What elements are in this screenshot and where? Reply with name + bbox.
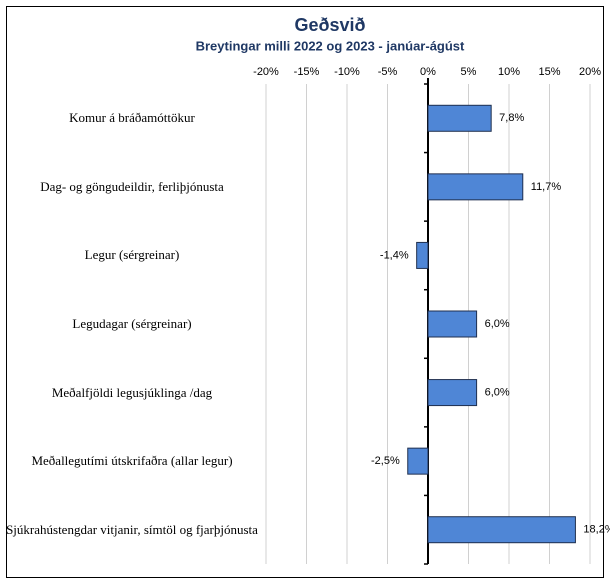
category-label: Meðallegutími útskrifaðra (allar legur) [31, 453, 233, 469]
bar [427, 173, 524, 201]
data-label: 6,0% [485, 386, 510, 398]
data-label: 6,0% [485, 318, 510, 330]
bar [427, 516, 576, 544]
category-label: Legur (sérgreinar) [84, 247, 180, 263]
x-tick-label: 20% [579, 66, 601, 78]
category-label: Legudagar (sérgreinar) [72, 316, 192, 331]
bar [427, 104, 492, 132]
x-tick-label: -20% [253, 66, 279, 78]
bar [427, 379, 478, 407]
x-tick-label: -15% [294, 66, 320, 78]
bar [407, 447, 429, 475]
data-label: -2,5% [371, 455, 400, 467]
x-tick-label: 10% [498, 66, 520, 78]
chart-border [6, 6, 604, 578]
data-label: 11,7% [531, 181, 562, 193]
x-tick-label: 5% [461, 66, 477, 78]
chart-subtitle: Breytingar milli 2022 og 2023 - janúar-á… [196, 38, 465, 53]
data-label: 7,8% [499, 112, 524, 124]
category-label: Komur á bráðamóttökur [69, 110, 195, 126]
x-tick-label: 15% [538, 66, 560, 78]
bar [416, 241, 429, 269]
data-label: 18,2% [583, 524, 610, 536]
x-tick-label: -10% [334, 66, 360, 78]
x-tick-label: 0% [420, 66, 436, 78]
data-label: -1,4% [380, 249, 409, 261]
category-label: Meðalfjöldi legusjúklinga /dag [51, 384, 213, 400]
chart-title: Geðsvið [294, 15, 365, 35]
x-tick-label: -5% [378, 66, 398, 78]
category-label: Sjúkrahústengdar vitjanir, símtöl og fja… [6, 521, 258, 537]
category-label: Dag- og göngudeildir, ferliþjónusta [40, 178, 224, 194]
bar [427, 310, 478, 338]
